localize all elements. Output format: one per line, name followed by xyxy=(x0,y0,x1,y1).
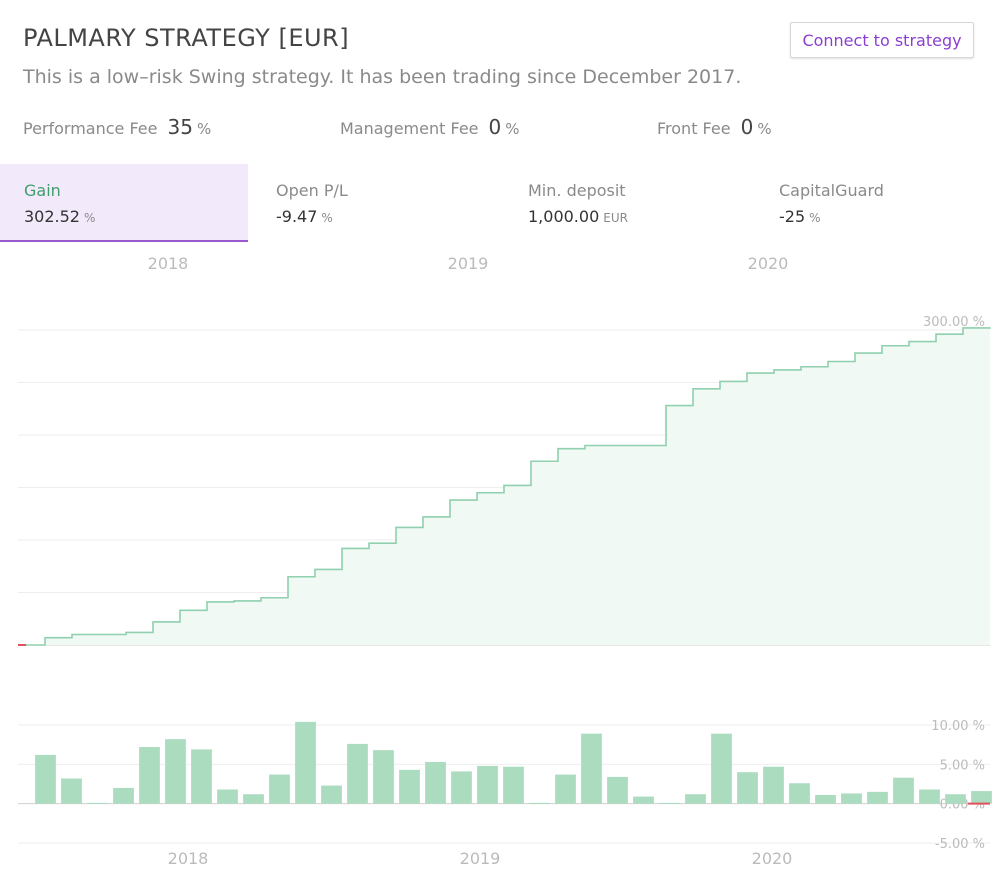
fee-label: Front Fee xyxy=(657,119,731,138)
gain-area xyxy=(18,327,990,645)
y-axis-label: 10.00 % xyxy=(931,719,985,734)
fee-unit: % xyxy=(196,120,212,138)
monthly-bar xyxy=(659,802,680,804)
monthly-bar xyxy=(477,765,498,804)
monthly-bar xyxy=(35,754,56,804)
value-number: 1,000.00 xyxy=(528,207,600,226)
monthly-bar xyxy=(841,793,862,804)
front-fee: Front Fee 0% xyxy=(657,115,772,139)
y-axis-label: 5.00 % xyxy=(940,758,985,773)
y-axis-label: 300.00 % xyxy=(923,315,985,330)
value-unit: % xyxy=(321,211,333,225)
monthly-bar xyxy=(529,802,550,804)
monthly-bar xyxy=(945,794,966,804)
monthly-bar xyxy=(217,789,238,804)
monthly-bar xyxy=(711,733,732,804)
monthly-bar xyxy=(919,789,940,804)
gain-line xyxy=(18,327,991,646)
fee-label: Management Fee xyxy=(340,119,479,138)
y-axis-label: 200.00 % xyxy=(923,420,985,435)
monthly-bar xyxy=(789,783,810,804)
management-fee: Management Fee 0% xyxy=(340,115,520,139)
tab-value: 1,000.00 EUR xyxy=(528,207,752,226)
tab-value: -9.47% xyxy=(276,207,500,226)
value-number: -9.47 xyxy=(276,207,318,226)
value-number: 302.52 xyxy=(24,207,80,226)
fee-value: 0 xyxy=(740,115,754,139)
y-axis-label: 0.00 % xyxy=(940,798,985,813)
tab-value: -25% xyxy=(779,207,1000,226)
x-axis-label: 2018 xyxy=(168,849,209,868)
monthly-bar xyxy=(815,795,836,804)
y-axis-label: 100.00 % xyxy=(923,525,985,540)
monthly-bar xyxy=(737,772,758,804)
tab-label: CapitalGuard xyxy=(779,181,884,200)
monthly-bar xyxy=(191,749,212,804)
stats-tabs: Gain 302.52% Open P/L -9.47% Min. deposi… xyxy=(0,164,1000,242)
fee-label: Performance Fee xyxy=(23,119,158,138)
monthly-bar xyxy=(61,778,82,804)
connect-to-strategy-button[interactable]: Connect to strategy xyxy=(790,22,974,58)
monthly-bar xyxy=(971,791,992,804)
monthly-bar xyxy=(867,791,888,804)
tab-label: Open P/L xyxy=(276,181,348,200)
y-axis-label: 150.00 % xyxy=(923,473,985,488)
performance-fee: Performance Fee 35% xyxy=(23,115,211,139)
monthly-bar xyxy=(503,766,524,804)
value-unit: % xyxy=(83,211,96,225)
y-axis-label: 0.00 % xyxy=(940,630,985,645)
monthly-bar xyxy=(555,774,576,804)
fee-value: 0 xyxy=(488,115,502,139)
monthly-bar xyxy=(295,721,316,804)
monthly-bar xyxy=(321,785,342,804)
monthly-bar xyxy=(685,794,706,804)
x-axis-label: 2018 xyxy=(148,254,189,273)
y-axis-label: 250.00 % xyxy=(923,368,985,383)
monthly-bar xyxy=(373,750,394,804)
value-number: -25 xyxy=(779,207,806,226)
tab-label: Gain xyxy=(24,181,61,200)
x-axis-label: 2019 xyxy=(460,849,501,868)
tab-label: Min. deposit xyxy=(528,181,626,200)
monthly-bar xyxy=(763,766,784,804)
monthly-bar xyxy=(269,774,290,804)
fee-unit: % xyxy=(505,120,520,138)
monthly-bar xyxy=(87,802,108,804)
strategy-description: This is a low–risk Swing strategy. It ha… xyxy=(23,66,742,88)
x-axis-label: 2019 xyxy=(448,254,489,273)
monthly-bar xyxy=(607,776,628,804)
tab-gain[interactable]: Gain 302.52% xyxy=(0,164,248,242)
tab-open-pl[interactable]: Open P/L -9.47% xyxy=(252,164,500,242)
tab-capitalguard[interactable]: CapitalGuard -25% xyxy=(755,164,1000,242)
monthly-bar xyxy=(451,771,472,804)
monthly-bar xyxy=(425,761,446,804)
tab-min-deposit[interactable]: Min. deposit 1,000.00 EUR xyxy=(504,164,752,242)
page-title: PALMARY STRATEGY [EUR] xyxy=(23,24,350,52)
x-axis-label: 2020 xyxy=(752,849,793,868)
fees-row: Performance Fee 35% Management Fee 0% Fron… xyxy=(0,115,1000,143)
monthly-bar xyxy=(399,769,420,804)
monthly-bar xyxy=(113,787,134,804)
monthly-bar xyxy=(893,777,914,804)
monthly-bar xyxy=(633,796,654,804)
tab-value: 302.52% xyxy=(24,207,248,226)
fee-unit: % xyxy=(757,120,772,138)
monthly-bar xyxy=(165,739,186,804)
value-unit: % xyxy=(809,211,821,225)
x-axis-label: 2020 xyxy=(748,254,789,273)
y-axis-label: 50.00 % xyxy=(931,578,985,593)
fee-value: 35 xyxy=(167,115,193,139)
monthly-bar xyxy=(347,743,368,804)
monthly-bar xyxy=(139,747,160,804)
monthly-bar xyxy=(581,733,602,804)
value-unit: EUR xyxy=(603,211,628,225)
monthly-bar xyxy=(243,794,264,804)
y-axis-label: -5.00 % xyxy=(935,837,985,852)
